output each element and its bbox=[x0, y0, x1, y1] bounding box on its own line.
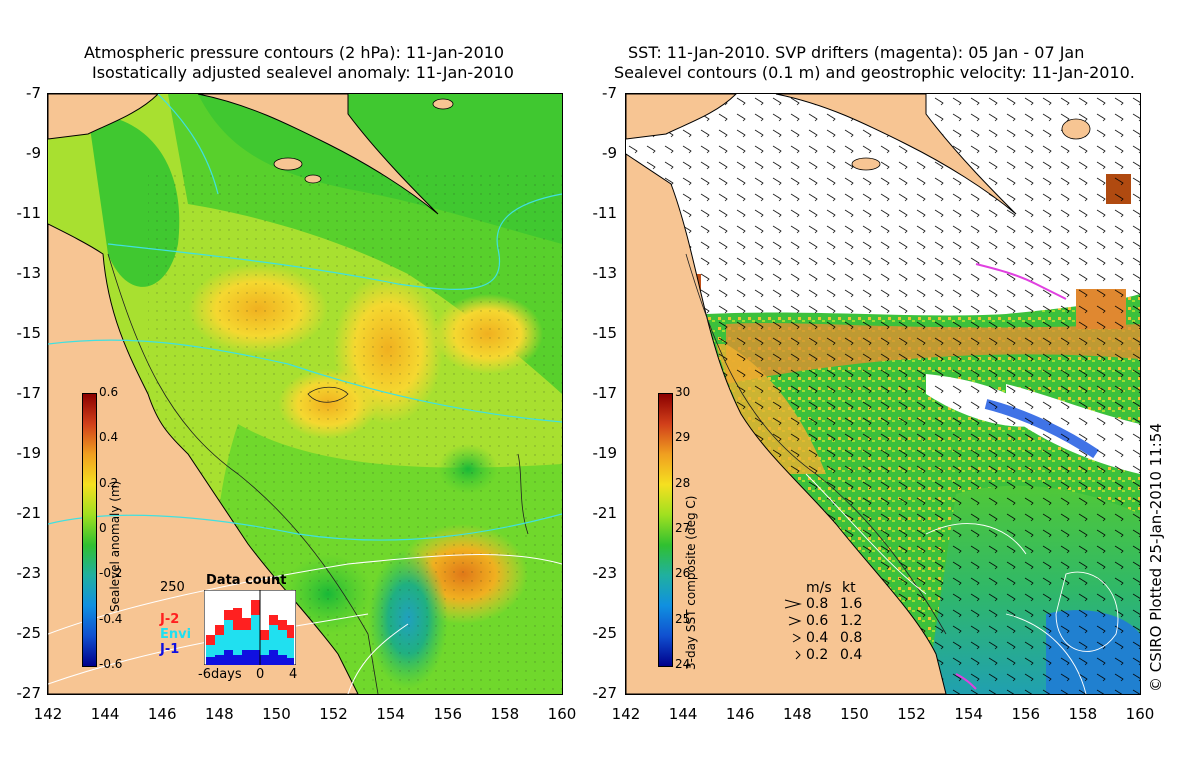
inset-xtick-start: -6days bbox=[198, 667, 242, 682]
inset-xtick-end: 4 bbox=[289, 667, 298, 682]
latitude-tick-label: -25 bbox=[592, 624, 618, 642]
longitude-tick-label: 154 bbox=[376, 705, 405, 723]
longitude-tick-label: 144 bbox=[668, 705, 698, 723]
latitude-tick-label: -7 bbox=[602, 84, 617, 102]
colorbar-tick-label: -0.6 bbox=[99, 657, 123, 671]
longitude-tick-label: 144 bbox=[90, 705, 120, 723]
credit-label: © CSIRO Plotted 25-Jan-2010 11:54 bbox=[1147, 423, 1165, 692]
longitude-tick-label: 142 bbox=[33, 705, 63, 723]
sst-colorbar bbox=[658, 393, 673, 667]
latitude-tick-label: -27 bbox=[16, 684, 42, 702]
colorbar-tick-label: 0 bbox=[99, 521, 107, 535]
latitude-tick-label: -17 bbox=[592, 384, 618, 402]
latitude-tick-label: -19 bbox=[592, 444, 618, 462]
latitude-tick-label: -19 bbox=[16, 444, 42, 462]
longitude-tick-label: 154 bbox=[954, 705, 983, 723]
velocity-key-arrow bbox=[788, 616, 802, 626]
longitude-tick-label: 146 bbox=[147, 705, 177, 723]
latitude-tick-label: -23 bbox=[16, 564, 42, 582]
longitude-tick-label: 148 bbox=[205, 705, 234, 723]
png-land bbox=[775, 94, 1017, 215]
longitude-tick-label: 160 bbox=[547, 705, 577, 723]
velocity-key-ms: 0.6 bbox=[806, 613, 829, 629]
latitude-tick-label: -23 bbox=[592, 564, 618, 582]
sealevel-colorbar bbox=[82, 393, 97, 667]
latitude-tick-label: -15 bbox=[16, 324, 42, 342]
latitude-tick-label: -27 bbox=[592, 684, 618, 702]
latitude-tick-label: -21 bbox=[592, 504, 618, 522]
inset-legend-j2: J-2 bbox=[160, 612, 180, 627]
latitude-tick-label: -21 bbox=[16, 504, 42, 522]
latitude-tick-label: -11 bbox=[592, 204, 618, 222]
colorbar-tick-label: 0.4 bbox=[99, 430, 119, 445]
sealevel-map-svg bbox=[48, 94, 562, 694]
colorbar-tick-label: 30 bbox=[675, 385, 691, 399]
velocity-key-ms: 0.8 bbox=[806, 596, 829, 612]
sealevel-colorbar-label: Sealevel anomaly (m) bbox=[108, 480, 122, 612]
velocity-key-arrow bbox=[792, 633, 802, 643]
velocity-key-header-kt: kt bbox=[842, 580, 856, 596]
inset-legend-envi: Envi bbox=[160, 627, 192, 642]
longitude-tick-label: 146 bbox=[725, 705, 755, 723]
velocity-key-arrow bbox=[784, 599, 802, 609]
colorbar-tick-label: 28 bbox=[675, 475, 691, 490]
png-land bbox=[197, 94, 439, 215]
longitude-tick-label: 150 bbox=[840, 705, 869, 723]
longitude-tick-label: 158 bbox=[490, 705, 520, 723]
velocity-key-kt: 0.4 bbox=[840, 647, 863, 663]
latitude-tick-label: -13 bbox=[16, 264, 42, 282]
colorbar-tick-label: 0.6 bbox=[99, 385, 119, 399]
inset-legend-j1: J-1 bbox=[160, 642, 180, 657]
colorbar-tick-label: -0.4 bbox=[99, 611, 123, 626]
velocity-key-header-ms: m/s bbox=[806, 580, 832, 596]
australia-land bbox=[626, 153, 947, 694]
right-title-line1: SST: 11-Jan-2010. SVP drifters (magenta)… bbox=[628, 43, 1085, 62]
velocity-key-arrow bbox=[795, 650, 801, 660]
latitude-tick-label: -17 bbox=[16, 384, 42, 402]
drifter-track bbox=[975, 263, 1067, 300]
velocity-key-kt: 0.8 bbox=[840, 630, 863, 646]
velocity-key-ms: 0.4 bbox=[806, 630, 829, 646]
latitude-tick-label: -25 bbox=[16, 624, 42, 642]
hist-bar bbox=[206, 600, 294, 665]
latitude-tick-label: -13 bbox=[592, 264, 618, 282]
longitude-tick-label: 142 bbox=[611, 705, 641, 723]
latitude-tick-label: -9 bbox=[26, 144, 41, 162]
latitude-tick-label: -9 bbox=[602, 144, 617, 162]
left-title-line2: Isostatically adjusted sealevel anomaly:… bbox=[92, 63, 514, 82]
colorbar-tick-label: 24 bbox=[675, 657, 691, 671]
sst-map bbox=[625, 93, 1141, 695]
velocity-key-kt: 1.2 bbox=[840, 613, 863, 629]
inset-title: Data count bbox=[206, 573, 287, 588]
longitude-tick-label: 148 bbox=[783, 705, 812, 723]
latitude-tick-label: -15 bbox=[592, 324, 618, 342]
left-title-line1: Atmospheric pressure contours (2 hPa): 1… bbox=[84, 43, 505, 62]
sealevel-anomaly-map bbox=[47, 93, 563, 695]
right-title-line2: Sealevel contours (0.1 m) and geostrophi… bbox=[614, 63, 1135, 82]
longitude-tick-label: 160 bbox=[1125, 705, 1155, 723]
longitude-tick-label: 156 bbox=[433, 705, 463, 723]
colorbar-tick-label: 25 bbox=[675, 611, 691, 626]
colorbar-tick-label: 26 bbox=[675, 566, 691, 581]
colorbar-tick-label: -0.2 bbox=[99, 566, 123, 581]
sst-map-svg bbox=[626, 94, 1140, 694]
colorbar-tick-label: 29 bbox=[675, 430, 691, 445]
latitude-tick-label: -11 bbox=[16, 204, 42, 222]
colorbar-tick-label: 27 bbox=[675, 521, 691, 535]
inset-ymax-label: 250 bbox=[160, 580, 185, 595]
inset-xtick-zero: 0 bbox=[256, 667, 265, 682]
drifter-track bbox=[955, 673, 977, 690]
longitude-tick-label: 150 bbox=[262, 705, 291, 723]
data-count-histogram bbox=[204, 590, 296, 665]
colorbar-tick-label: 0.2 bbox=[99, 475, 119, 490]
velocity-key-kt: 1.6 bbox=[840, 596, 863, 612]
velocity-key-ms: 0.2 bbox=[806, 647, 829, 663]
longitude-tick-label: 152 bbox=[319, 705, 348, 723]
latitude-tick-label: -7 bbox=[26, 84, 41, 102]
longitude-tick-label: 152 bbox=[897, 705, 926, 723]
longitude-tick-label: 156 bbox=[1011, 705, 1041, 723]
longitude-tick-label: 158 bbox=[1068, 705, 1098, 723]
